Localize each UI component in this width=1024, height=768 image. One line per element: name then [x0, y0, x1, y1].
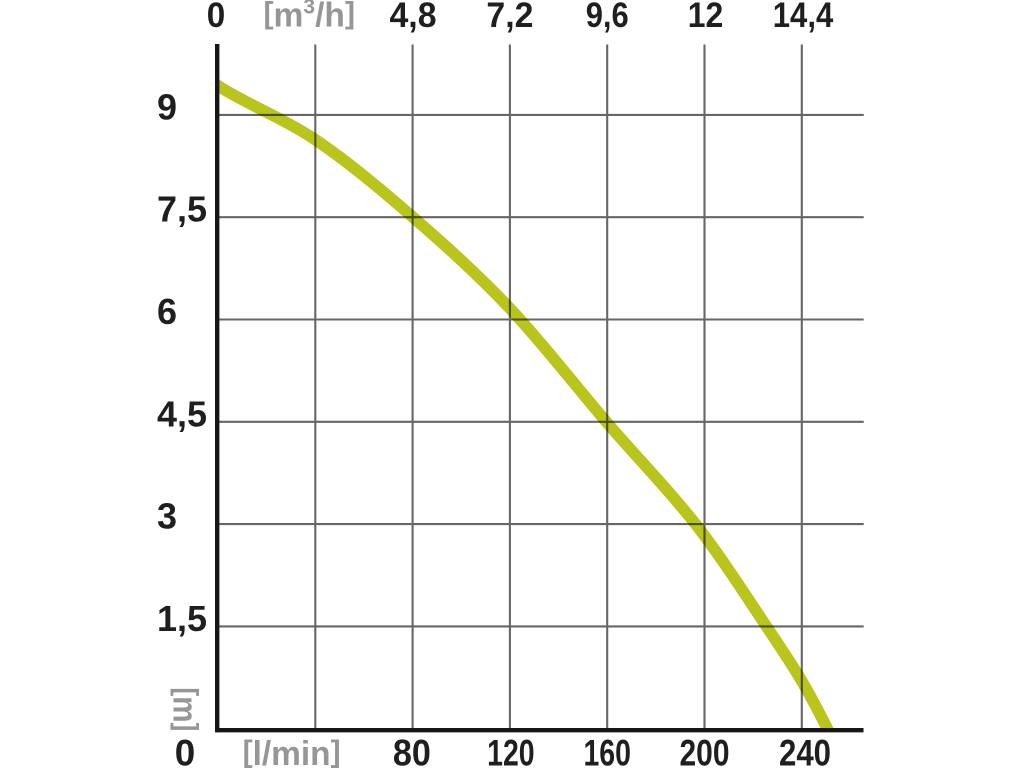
svg-text:160: 160: [583, 733, 631, 768]
svg-text:12: 12: [688, 0, 724, 35]
svg-text:[l/min]: [l/min]: [243, 733, 341, 768]
svg-text:240: 240: [779, 733, 831, 768]
svg-text:[m]: [m]: [165, 687, 205, 731]
svg-text:0: 0: [175, 733, 196, 768]
svg-text:14,4: 14,4: [773, 0, 834, 35]
svg-text:6: 6: [157, 291, 177, 332]
svg-text:1,5: 1,5: [157, 598, 207, 639]
svg-text:120: 120: [487, 733, 535, 768]
svg-text:9,6: 9,6: [586, 0, 629, 35]
svg-text:[m3/h]: [m3/h]: [264, 0, 356, 35]
svg-text:4,5: 4,5: [157, 393, 207, 434]
svg-text:9: 9: [157, 86, 177, 127]
svg-text:0: 0: [207, 0, 226, 35]
svg-text:7,5: 7,5: [157, 189, 207, 230]
svg-text:3: 3: [157, 496, 177, 537]
svg-text:80: 80: [393, 733, 431, 768]
svg-text:200: 200: [680, 733, 730, 768]
svg-text:7,2: 7,2: [486, 0, 533, 35]
svg-text:4,8: 4,8: [390, 0, 437, 35]
